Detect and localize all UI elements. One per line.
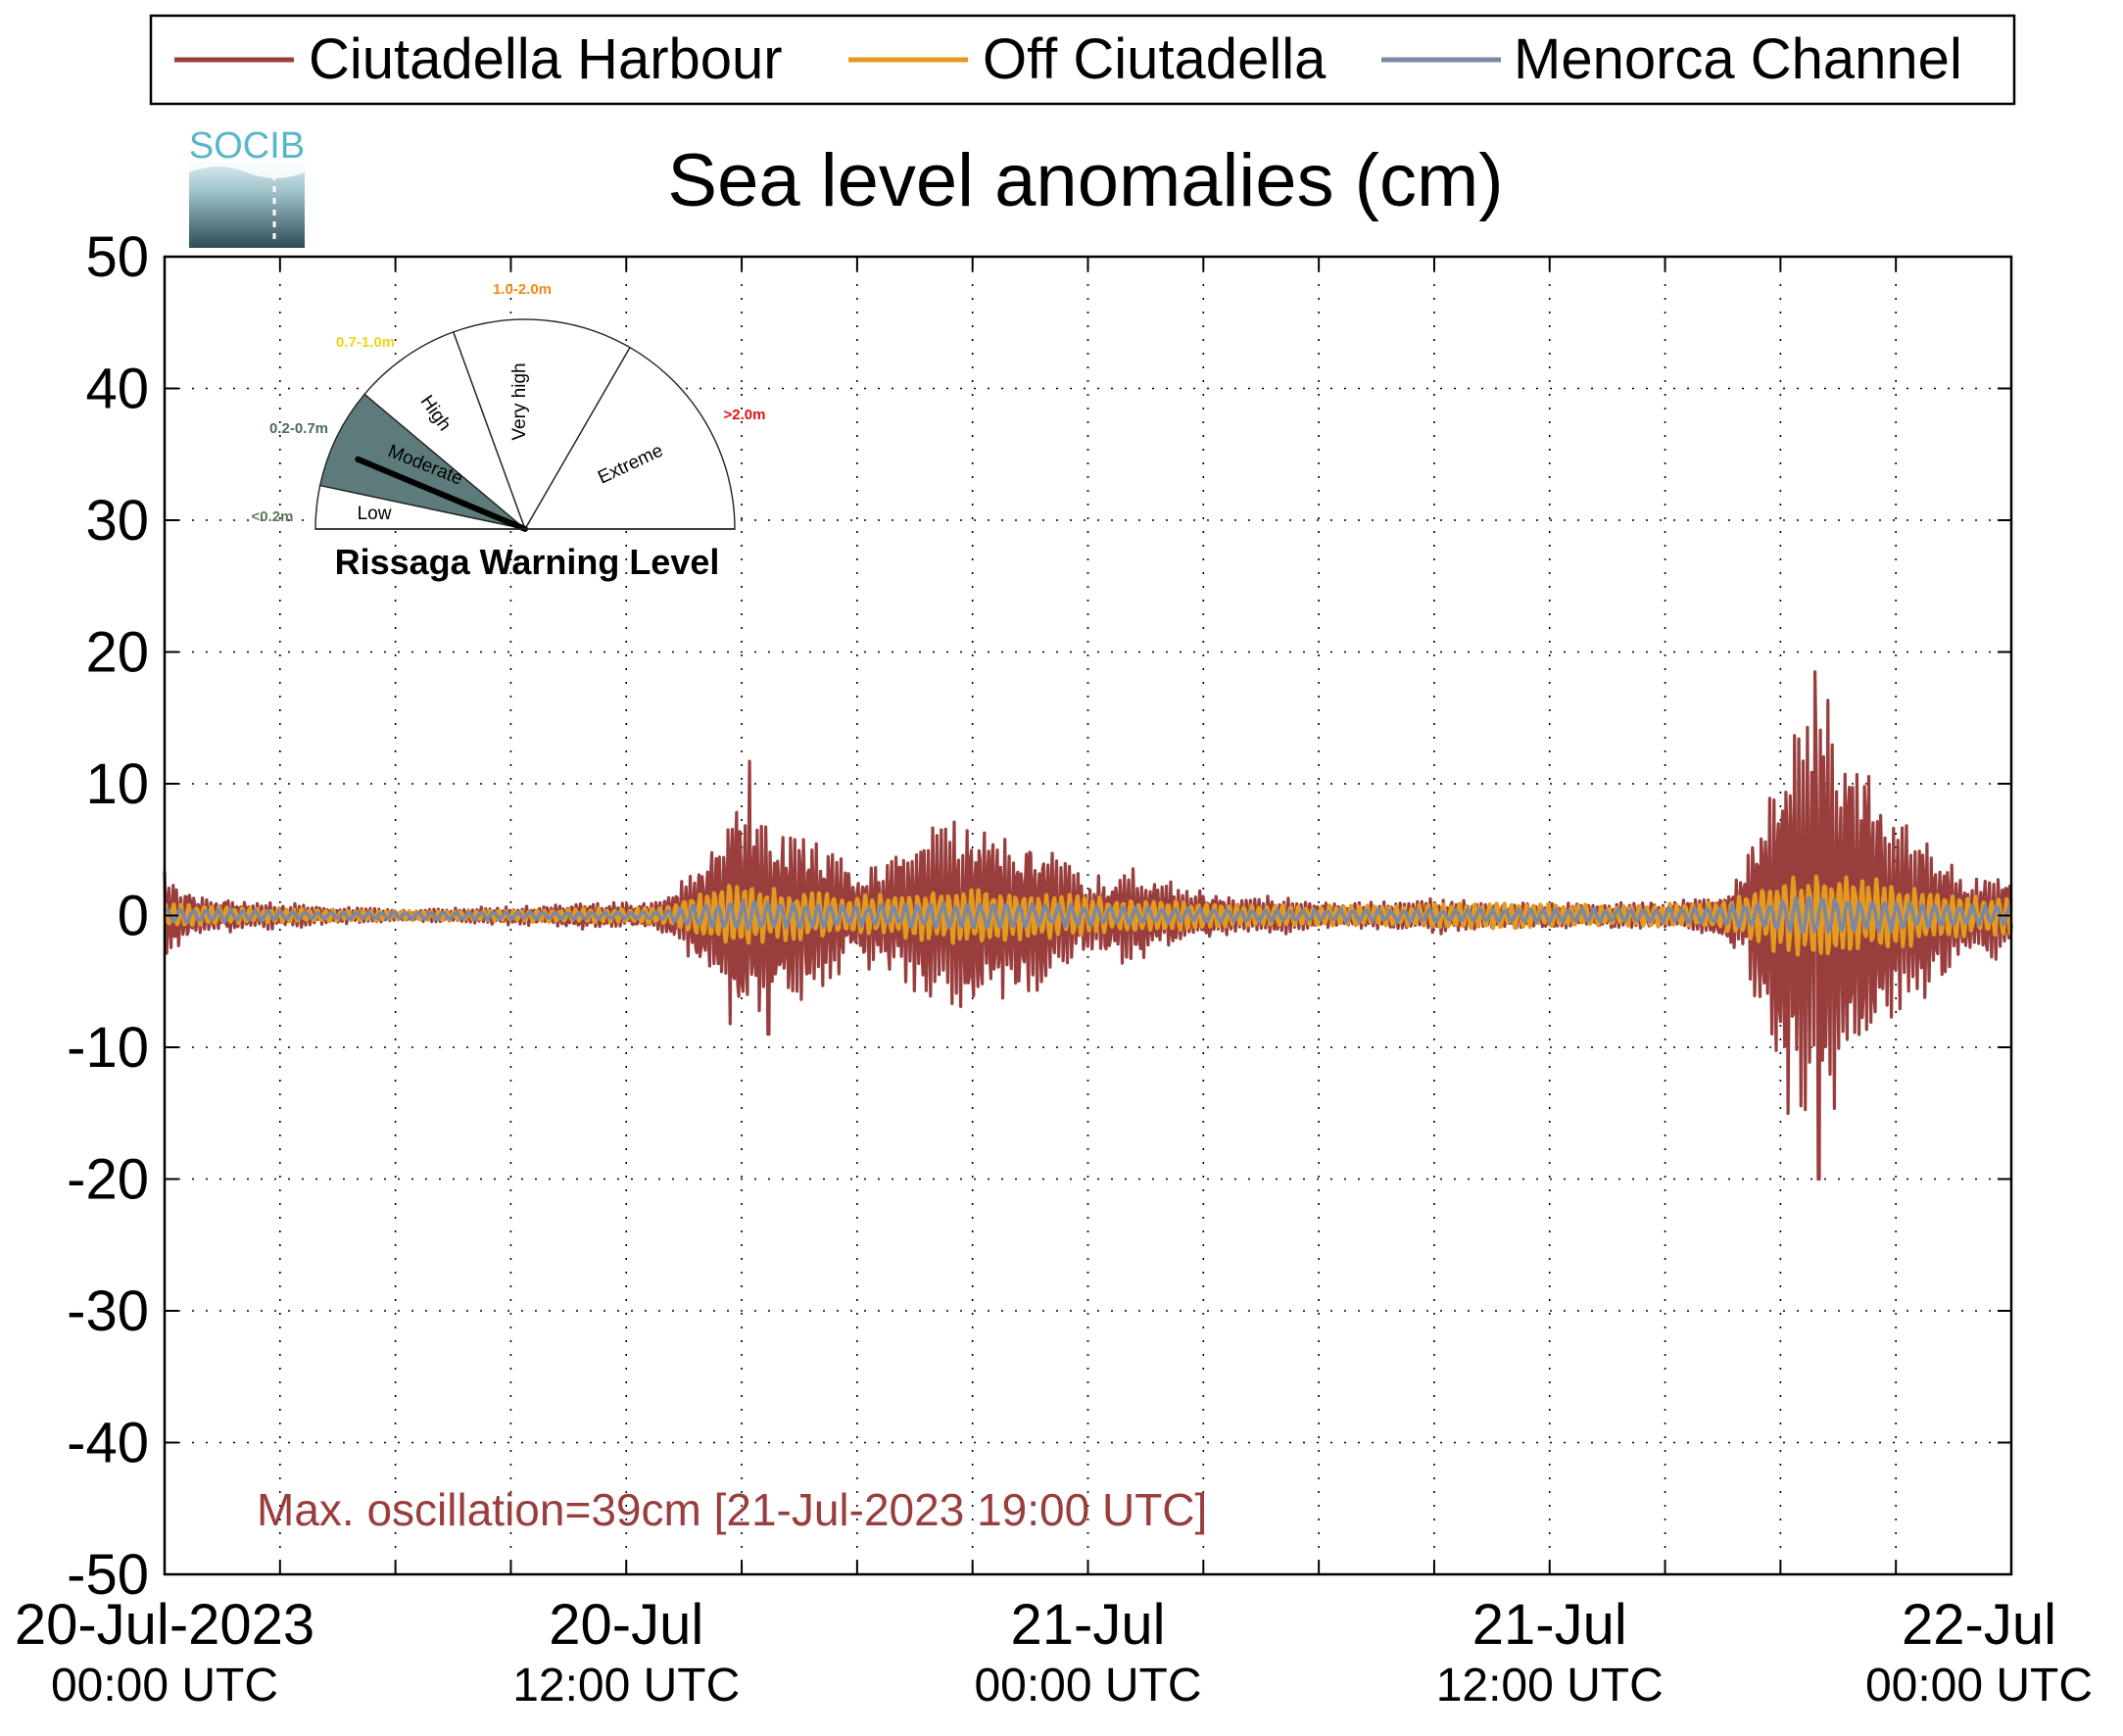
legend-label-off-ciutadella: Off Ciutadella [983,27,1327,91]
y-tick-label: 0 [118,885,149,948]
max-oscillation-annotation: Max. oscillation=39cm [21-Jul-2023 19:00… [257,1484,1207,1535]
y-tick-label: -20 [67,1148,149,1212]
x-tick-label-date: 20-Jul [549,1593,703,1657]
gauge-sector-label: Low [358,504,392,524]
x-tick-label-time: 12:00 UTC [512,1660,740,1712]
legend-label-menorca-channel: Menorca Channel [1514,27,1962,91]
gauge-needle [355,456,528,532]
gauge-range-label: 1.0-2.0m [493,281,552,298]
gauge-range-label: 0.7-1.0m [336,334,395,351]
legend-label-ciutadella-harbour: Ciutadella Harbour [309,27,783,91]
y-tick-label: 50 [85,225,149,289]
y-tick-label: 20 [85,621,149,685]
x-tick-label-time: 12:00 UTC [1436,1660,1664,1712]
gauge-sector-high [363,331,527,532]
x-tick-label-date: 22-Jul [1902,1593,2056,1657]
legend-box [149,14,2016,106]
logo-text: SOCIB [189,125,305,167]
series-layer [163,670,2014,1181]
x-tick-label-date: 21-Jul [1472,1593,1627,1657]
gauge-range-label: 0.2-0.7m [269,420,328,437]
gauge-range-label: <0.2m [252,508,294,525]
gauge-sector-extreme [523,346,736,530]
legend: Ciutadella Harbour Off Ciutadella Menorc… [149,14,2016,106]
gauge-title: Rissaga Warning Level [335,542,720,582]
gauge-sector-moderate [318,393,526,530]
y-tick-label: -50 [67,1543,149,1607]
y-tick-label: 40 [85,358,149,421]
y-tick-label: 30 [85,489,149,553]
socib-logo: SOCIB [189,125,305,248]
y-axis-tick-labels: 50 40 30 20 10 0 -10 -20 -30 -40 -50 [67,225,149,1607]
x-tick-label-date: 21-Jul [1011,1593,1166,1657]
x-tick-label-time: 00:00 UTC [51,1660,278,1712]
series-line-menorca-channel [163,895,2013,934]
gauge-sector-very-high [452,318,631,531]
y-tick-label: -40 [67,1412,149,1475]
x-tick-label-time: 00:00 UTC [974,1660,1201,1712]
series-line-ciutadella-harbour [163,670,2013,1181]
x-tick-label-date: 20-Jul-2023 [15,1593,314,1657]
axis-ticks [164,256,2012,1575]
gauge-sector-label: Very high [509,362,530,440]
y-tick-label: -30 [67,1279,149,1343]
x-tick-label-time: 00:00 UTC [1865,1660,2093,1712]
chart-title: Sea level anomalies (cm) [667,139,1503,222]
y-tick-label: -10 [67,1016,149,1080]
y-tick-label: 10 [85,752,149,816]
gauge-range-label: >2.0m [724,407,766,423]
